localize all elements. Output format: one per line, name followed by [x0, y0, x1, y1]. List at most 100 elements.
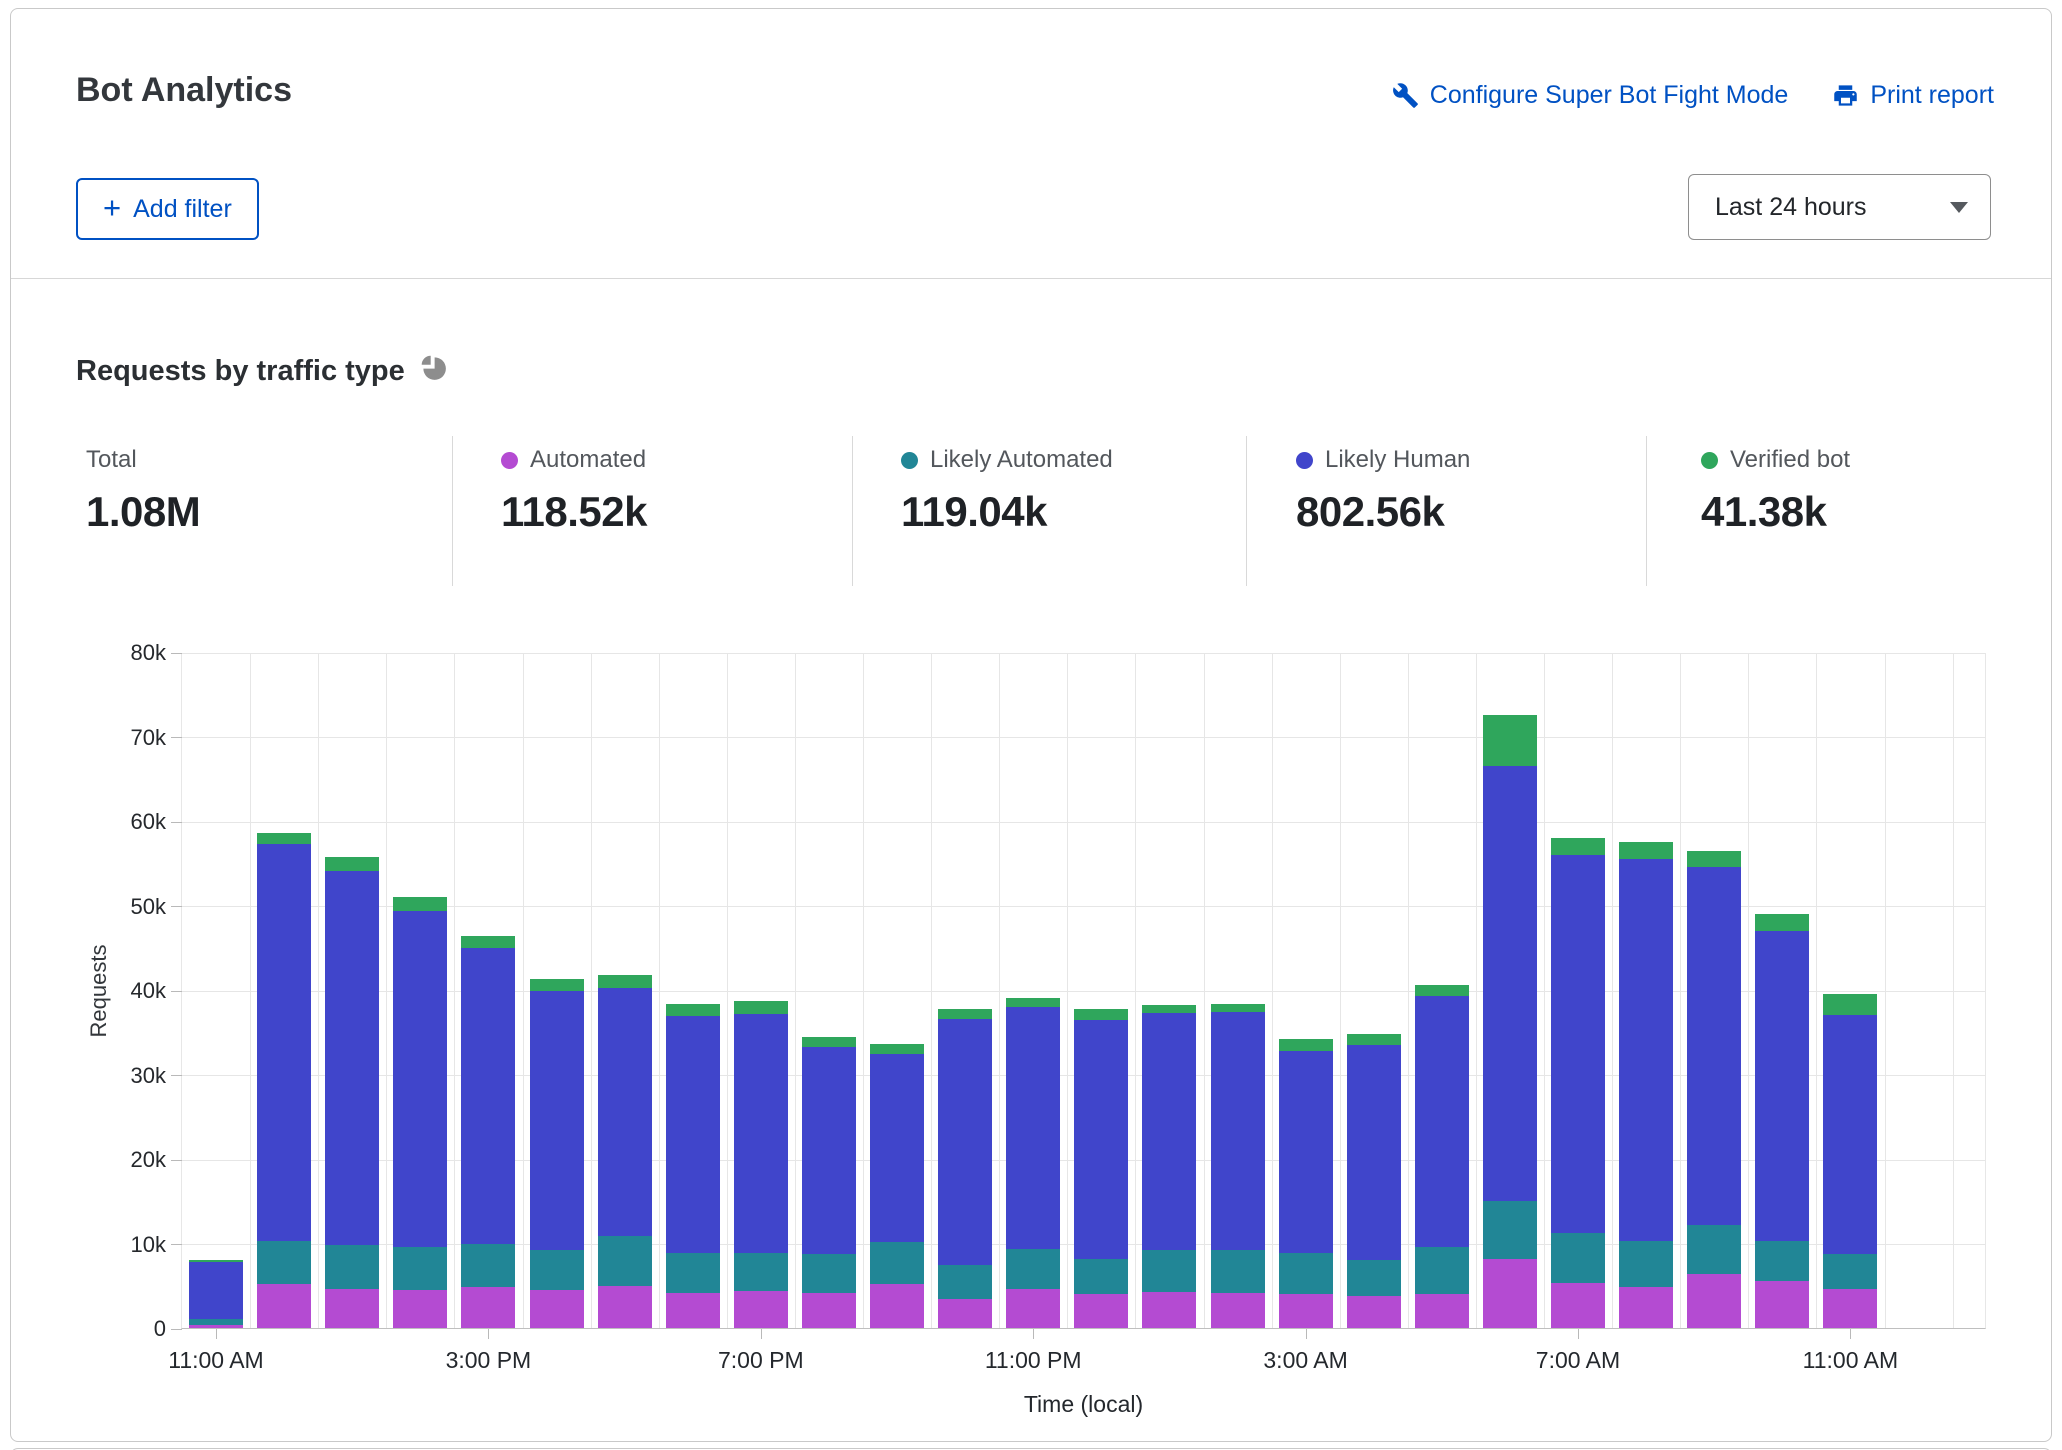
- bar-segment[interactable]: [1823, 1254, 1877, 1289]
- bar-segment[interactable]: [598, 988, 652, 1236]
- bar[interactable]: [1823, 652, 1877, 1328]
- bar-segment[interactable]: [1551, 1283, 1605, 1328]
- bar-segment[interactable]: [461, 948, 515, 1245]
- bar-segment[interactable]: [598, 1286, 652, 1328]
- bar-segment[interactable]: [1347, 1296, 1401, 1328]
- bar[interactable]: [393, 652, 447, 1328]
- bar-segment[interactable]: [1755, 1281, 1809, 1328]
- bar-segment[interactable]: [1347, 1034, 1401, 1045]
- bar-segment[interactable]: [1483, 766, 1537, 1201]
- bar-segment[interactable]: [1755, 931, 1809, 1241]
- bar[interactable]: [1755, 652, 1809, 1328]
- bar-segment[interactable]: [938, 1265, 992, 1300]
- bar[interactable]: [1483, 652, 1537, 1328]
- bar[interactable]: [598, 652, 652, 1328]
- bar-segment[interactable]: [325, 1289, 379, 1328]
- bar[interactable]: [1211, 652, 1265, 1328]
- bar-segment[interactable]: [461, 1287, 515, 1328]
- bar-segment[interactable]: [1074, 1294, 1128, 1328]
- bar-segment[interactable]: [257, 833, 311, 844]
- bar-segment[interactable]: [1619, 859, 1673, 1241]
- bar-segment[interactable]: [1347, 1045, 1401, 1260]
- bar-segment[interactable]: [1415, 996, 1469, 1247]
- bar[interactable]: [1006, 652, 1060, 1328]
- bar-segment[interactable]: [870, 1242, 924, 1284]
- bar-segment[interactable]: [802, 1037, 856, 1047]
- bar-segment[interactable]: [1006, 1249, 1060, 1289]
- bar-segment[interactable]: [189, 1319, 243, 1325]
- bar-segment[interactable]: [1551, 838, 1605, 855]
- bar-segment[interactable]: [1687, 851, 1741, 867]
- bar-segment[interactable]: [938, 1009, 992, 1019]
- bar[interactable]: [870, 652, 924, 1328]
- bar[interactable]: [461, 652, 515, 1328]
- bar-segment[interactable]: [1142, 1013, 1196, 1250]
- bar-segment[interactable]: [1687, 1274, 1741, 1328]
- bar-segment[interactable]: [1415, 985, 1469, 996]
- bar-segment[interactable]: [1823, 1289, 1877, 1328]
- print-report-link[interactable]: Print report: [1832, 81, 1994, 110]
- bar-segment[interactable]: [1006, 1007, 1060, 1250]
- bar-segment[interactable]: [257, 844, 311, 1241]
- bar-segment[interactable]: [1074, 1020, 1128, 1259]
- bar-segment[interactable]: [938, 1019, 992, 1265]
- bar-segment[interactable]: [530, 1290, 584, 1328]
- bar-segment[interactable]: [802, 1254, 856, 1294]
- bar-segment[interactable]: [1211, 1293, 1265, 1328]
- bar[interactable]: [257, 652, 311, 1328]
- bar-segment[interactable]: [598, 975, 652, 989]
- bar-segment[interactable]: [666, 1004, 720, 1017]
- bar[interactable]: [189, 652, 243, 1328]
- bar-segment[interactable]: [734, 1253, 788, 1291]
- bar-segment[interactable]: [734, 1001, 788, 1014]
- bar-segment[interactable]: [1279, 1294, 1333, 1328]
- bar[interactable]: [666, 652, 720, 1328]
- bar-segment[interactable]: [1006, 998, 1060, 1007]
- bar-segment[interactable]: [1619, 1241, 1673, 1287]
- bar-segment[interactable]: [1551, 855, 1605, 1234]
- bar-segment[interactable]: [189, 1262, 243, 1319]
- bar-segment[interactable]: [1755, 1241, 1809, 1281]
- bar-segment[interactable]: [802, 1293, 856, 1328]
- bar-segment[interactable]: [1279, 1051, 1333, 1253]
- bar[interactable]: [1687, 652, 1741, 1328]
- bar-segment[interactable]: [1142, 1250, 1196, 1291]
- bar-segment[interactable]: [938, 1299, 992, 1328]
- bar-segment[interactable]: [461, 936, 515, 948]
- bar-segment[interactable]: [325, 857, 379, 871]
- bar-segment[interactable]: [1483, 1259, 1537, 1328]
- bar-segment[interactable]: [1347, 1260, 1401, 1295]
- bar-segment[interactable]: [530, 1250, 584, 1290]
- bar[interactable]: [938, 652, 992, 1328]
- bar-segment[interactable]: [257, 1284, 311, 1328]
- bar-segment[interactable]: [1823, 1015, 1877, 1253]
- bar[interactable]: [802, 652, 856, 1328]
- bar-segment[interactable]: [666, 1016, 720, 1253]
- configure-super-bot-fight-mode-link[interactable]: Configure Super Bot Fight Mode: [1392, 81, 1789, 110]
- bar-segment[interactable]: [393, 911, 447, 1247]
- bar-segment[interactable]: [802, 1047, 856, 1254]
- bar-segment[interactable]: [1211, 1012, 1265, 1250]
- bar-segment[interactable]: [1755, 914, 1809, 931]
- bar[interactable]: [530, 652, 584, 1328]
- bar-segment[interactable]: [1006, 1289, 1060, 1328]
- bar-segment[interactable]: [1619, 842, 1673, 859]
- bar[interactable]: [1551, 652, 1605, 1328]
- bar-segment[interactable]: [1279, 1253, 1333, 1294]
- bar-segment[interactable]: [189, 1325, 243, 1328]
- bar-segment[interactable]: [1279, 1039, 1333, 1051]
- bar[interactable]: [1074, 652, 1128, 1328]
- bar-segment[interactable]: [189, 1260, 243, 1263]
- bar[interactable]: [1347, 652, 1401, 1328]
- bar-segment[interactable]: [530, 979, 584, 991]
- bar-segment[interactable]: [1483, 1201, 1537, 1258]
- bar[interactable]: [1279, 652, 1333, 1328]
- bar-segment[interactable]: [1211, 1004, 1265, 1012]
- bar-segment[interactable]: [1687, 867, 1741, 1225]
- bar-segment[interactable]: [870, 1284, 924, 1328]
- bar-segment[interactable]: [393, 1290, 447, 1328]
- bar[interactable]: [1415, 652, 1469, 1328]
- bar-segment[interactable]: [1142, 1292, 1196, 1328]
- bar-segment[interactable]: [1551, 1233, 1605, 1283]
- bar-segment[interactable]: [1687, 1225, 1741, 1274]
